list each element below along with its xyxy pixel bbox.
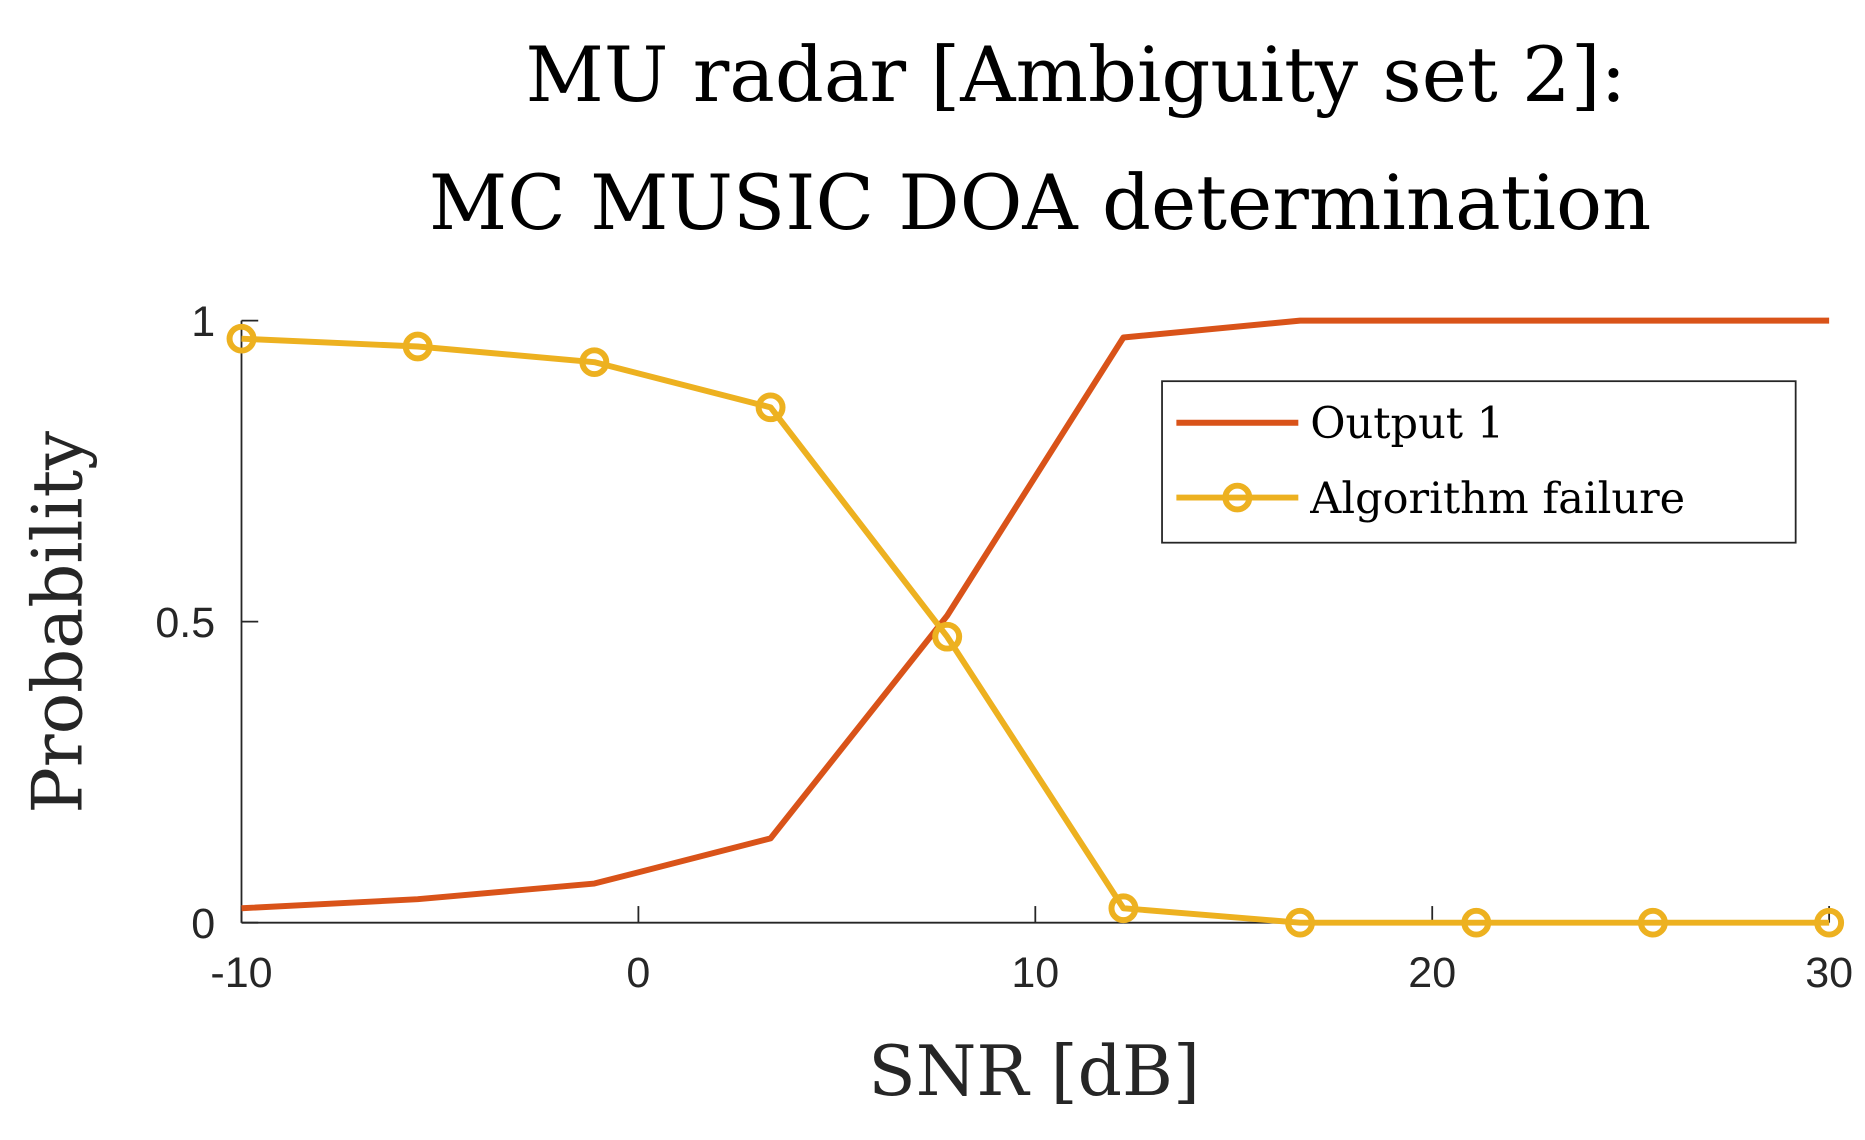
y-tick-label: 1 (191, 298, 215, 346)
data-point (402, 331, 433, 362)
data-point (1461, 907, 1492, 938)
data-point (1637, 907, 1668, 938)
x-tick-label: 20 (1408, 949, 1456, 997)
chart-title-line-1: MU radar [Ambiguity set 2]: (526, 30, 1627, 119)
y-tick-label: 0.5 (155, 599, 215, 647)
data-point (579, 347, 610, 378)
data-point (755, 392, 786, 423)
legend-box (1161, 380, 1797, 544)
legend-marker-algorithm-failure (1222, 482, 1253, 513)
x-axis-label: SNR [dB] (868, 1032, 1200, 1112)
x-tick-label: 30 (1805, 949, 1853, 997)
chart-title-line-2: MC MUSIC DOA determination (429, 158, 1651, 247)
data-point (1285, 907, 1315, 938)
legend-label-output-1: Output 1 (1310, 399, 1504, 449)
y-tick-label: 0 (191, 900, 215, 948)
data-point (1108, 893, 1139, 924)
series-group (226, 317, 1845, 938)
data-point (932, 621, 963, 652)
data-point (1814, 907, 1845, 938)
legend: Output 1 Algorithm failure (1161, 380, 1797, 544)
x-tick-label: -10 (210, 949, 272, 997)
y-axis-label: Probability (18, 431, 98, 814)
x-tick-label: 0 (626, 949, 650, 997)
series-line-1 (241, 335, 1830, 926)
legend-label-algorithm-failure: Algorithm failure (1309, 474, 1685, 524)
x-tick-label: 10 (1011, 949, 1059, 997)
data-point (226, 323, 257, 354)
series-line-0 (241, 317, 1830, 912)
